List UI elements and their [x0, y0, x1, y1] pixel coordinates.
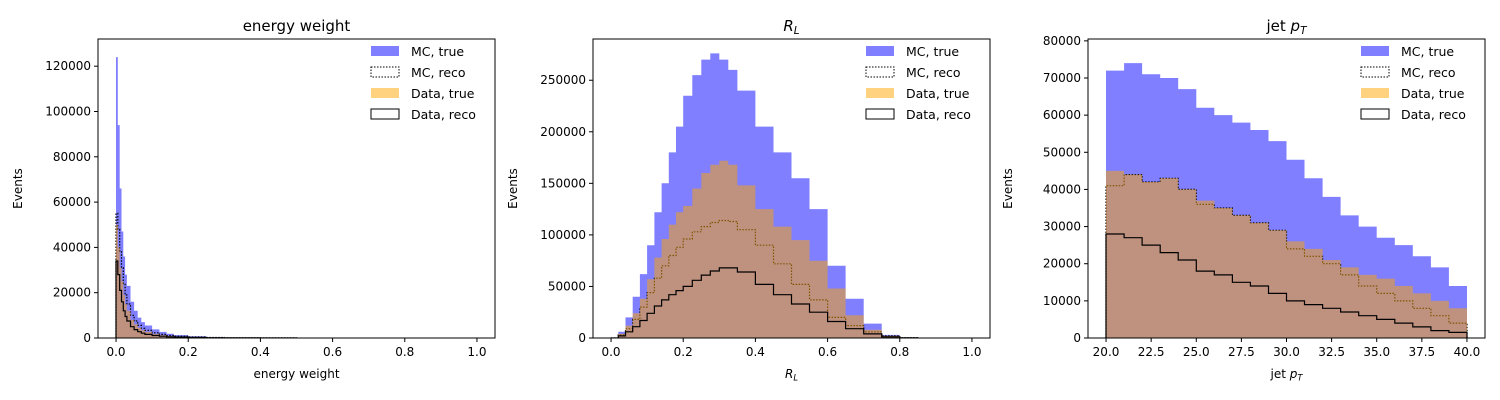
x-tick-label: 27.5: [1228, 345, 1255, 359]
series-data-true: [1106, 170, 1467, 338]
legend: MC, true MC, reco Data, true Data, reco: [370, 44, 476, 122]
legend-label: MC, true: [411, 44, 464, 59]
y-axis-label: Events: [506, 168, 520, 209]
y-tick-label: 100000: [540, 228, 586, 242]
x-tick-label: 37.5: [1408, 345, 1435, 359]
legend-label: Data, true: [411, 86, 475, 101]
x-tick-label: 1.0: [467, 345, 486, 359]
legend-label: Data, reco: [906, 107, 971, 122]
y-tick-label: 40000: [1043, 182, 1081, 196]
legend-swatch: [866, 46, 894, 56]
x-tick-label: 0.0: [601, 345, 620, 359]
legend-swatch: [1361, 88, 1389, 98]
legend-label: Data, true: [1401, 86, 1465, 101]
y-axis-label: Events: [11, 168, 25, 209]
y-tick-label: 0: [578, 331, 586, 345]
x-tick-label: 20.0: [1093, 345, 1120, 359]
y-tick-label: 30000: [1043, 220, 1081, 234]
x-tick-label: 1.0: [962, 345, 981, 359]
y-tick-label: 200000: [540, 125, 586, 139]
series-data-true: [611, 160, 918, 338]
plot-frame: [592, 38, 991, 339]
y-tick-label: 20000: [1043, 257, 1081, 271]
x-tick-label: 0.4: [746, 345, 765, 359]
y-tick-label: 70000: [1043, 71, 1081, 85]
y-tick-label: 0: [83, 331, 91, 345]
x-axis-label: energy weight: [253, 367, 339, 381]
series-data-reco: [1105, 233, 1468, 338]
series-data-reco: [611, 267, 919, 338]
x-tick-label: 32.5: [1318, 345, 1345, 359]
x-tick-label: 0.6: [818, 345, 837, 359]
legend: MC, true MC, reco Data, true Data, reco: [865, 44, 971, 122]
legend-swatch: [371, 46, 399, 56]
y-tick-label: 10000: [1043, 294, 1081, 308]
y-tick-label: 80000: [1043, 34, 1081, 48]
x-tick-label: 0.8: [395, 345, 414, 359]
y-tick-label: 150000: [540, 176, 586, 190]
legend: MC, true MC, reco Data, true Data, reco: [1360, 44, 1466, 122]
legend-swatch: [866, 88, 894, 98]
y-tick-label: 0: [1073, 331, 1081, 345]
series-mc-reco: [115, 212, 298, 338]
chart-title: jet pT: [1266, 17, 1309, 37]
x-axis-label: jet pT: [1270, 367, 1304, 383]
chart-title: RL: [783, 17, 799, 37]
series-data-true: [116, 224, 297, 338]
plot-frame: [97, 38, 496, 339]
y-tick-label: 120000: [45, 59, 91, 73]
y-tick-label: 40000: [53, 240, 91, 254]
x-tick-label: 0.0: [106, 345, 125, 359]
legend-label: MC, true: [1401, 44, 1454, 59]
legend-swatch: [370, 108, 400, 120]
legend-label: MC, reco: [906, 65, 961, 80]
x-tick-label: 25.0: [1183, 345, 1210, 359]
x-tick-label: 30.0: [1273, 345, 1300, 359]
series-mc-true: [116, 57, 297, 338]
x-tick-label: 0.2: [179, 345, 198, 359]
legend-swatch: [1361, 46, 1389, 56]
legend-swatch: [865, 108, 895, 120]
y-tick-label: 50000: [548, 279, 586, 293]
x-tick-label: 0.6: [323, 345, 342, 359]
x-tick-label: 40.0: [1454, 345, 1481, 359]
legend-label: MC, true: [906, 44, 959, 59]
y-tick-label: 20000: [53, 286, 91, 300]
legend-label: Data, true: [906, 86, 970, 101]
y-tick-label: 250000: [540, 73, 586, 87]
chart-panel-3: 20.0 22.5 25.0 27.5 30.0 32.5 35.0 37.5 40.0 0 100…: [1001, 17, 1486, 383]
legend-label: MC, reco: [1401, 65, 1456, 80]
y-tick-label: 100000: [45, 104, 91, 118]
chart-title: energy weight: [243, 17, 351, 35]
y-tick-label: 60000: [1043, 108, 1081, 122]
legend-swatch: [865, 66, 895, 78]
legend-swatch: [370, 66, 400, 78]
x-axis-label: RL: [785, 367, 798, 383]
chart-panel-1: 0.0 0.2 0.4 0.6 0.8 1.0 0 20000 40000 60000 80000 1…: [11, 17, 496, 381]
legend-swatch: [1360, 108, 1390, 120]
legend-label: Data, reco: [411, 107, 476, 122]
x-tick-label: 0.4: [251, 345, 270, 359]
legend-swatch: [1360, 66, 1390, 78]
y-tick-label: 60000: [53, 195, 91, 209]
legend-label: MC, reco: [411, 65, 466, 80]
x-tick-label: 35.0: [1363, 345, 1390, 359]
x-tick-label: 22.5: [1138, 345, 1165, 359]
y-tick-label: 80000: [53, 150, 91, 164]
x-tick-label: 0.2: [674, 345, 693, 359]
legend-swatch: [371, 88, 399, 98]
x-tick-label: 0.8: [890, 345, 909, 359]
chart-panel-2: 0.0 0.2 0.4 0.6 0.8 1.0 0 50000 100000 150000 2000…: [506, 17, 991, 383]
legend-label: Data, reco: [1401, 107, 1466, 122]
y-tick-label: 50000: [1043, 145, 1081, 159]
y-axis-label: Events: [1001, 168, 1015, 209]
